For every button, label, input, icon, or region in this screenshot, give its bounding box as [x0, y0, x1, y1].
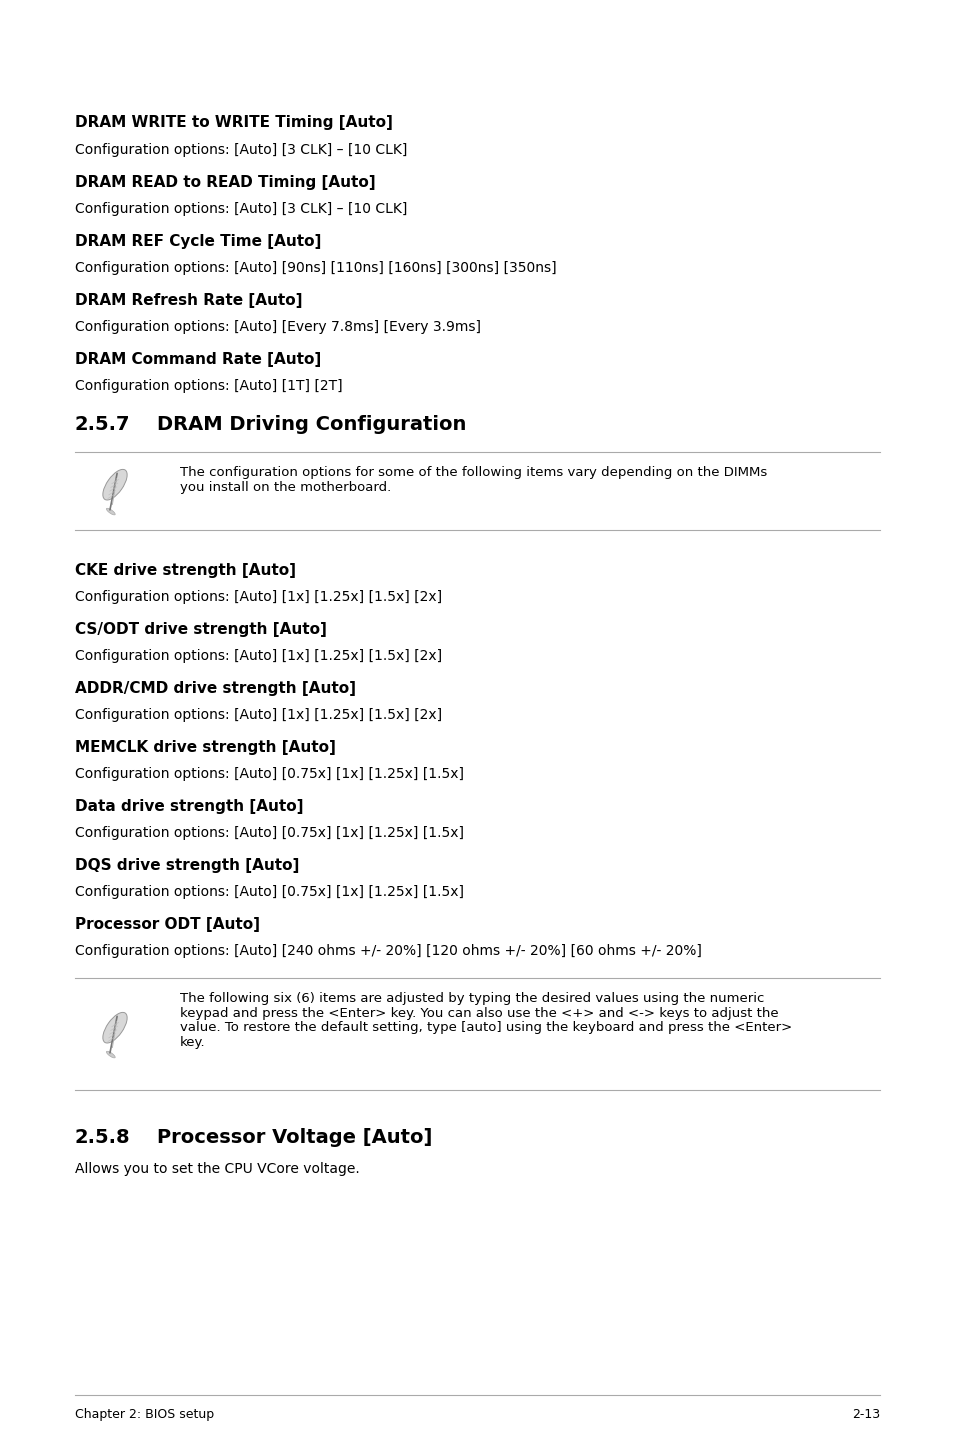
Text: Configuration options: [Auto] [0.75x] [1x] [1.25x] [1.5x]: Configuration options: [Auto] [0.75x] [1…: [75, 884, 463, 899]
Text: key.: key.: [180, 1037, 206, 1050]
Text: 2.5.8: 2.5.8: [75, 1127, 131, 1148]
Text: Configuration options: [Auto] [3 CLK] – [10 CLK]: Configuration options: [Auto] [3 CLK] – …: [75, 201, 407, 216]
Ellipse shape: [107, 1051, 115, 1058]
Text: DRAM WRITE to WRITE Timing [Auto]: DRAM WRITE to WRITE Timing [Auto]: [75, 115, 393, 129]
Text: keypad and press the <Enter> key. You can also use the <+> and <-> keys to adjus: keypad and press the <Enter> key. You ca…: [180, 1007, 778, 1020]
Text: DRAM Refresh Rate [Auto]: DRAM Refresh Rate [Auto]: [75, 293, 302, 308]
Text: ADDR/CMD drive strength [Auto]: ADDR/CMD drive strength [Auto]: [75, 682, 355, 696]
Text: value. To restore the default setting, type [auto] using the keyboard and press : value. To restore the default setting, t…: [180, 1021, 791, 1034]
Text: 2.5.7: 2.5.7: [75, 416, 131, 434]
Text: The following six (6) items are adjusted by typing the desired values using the : The following six (6) items are adjusted…: [180, 992, 763, 1005]
Text: Configuration options: [Auto] [1x] [1.25x] [1.5x] [2x]: Configuration options: [Auto] [1x] [1.25…: [75, 649, 441, 663]
Text: Configuration options: [Auto] [240 ohms +/- 20%] [120 ohms +/- 20%] [60 ohms +/-: Configuration options: [Auto] [240 ohms …: [75, 943, 701, 958]
Text: CS/ODT drive strength [Auto]: CS/ODT drive strength [Auto]: [75, 623, 327, 637]
Text: Configuration options: [Auto] [1x] [1.25x] [1.5x] [2x]: Configuration options: [Auto] [1x] [1.25…: [75, 590, 441, 604]
Ellipse shape: [103, 1012, 127, 1043]
Text: Configuration options: [Auto] [0.75x] [1x] [1.25x] [1.5x]: Configuration options: [Auto] [0.75x] [1…: [75, 825, 463, 840]
Text: Chapter 2: BIOS setup: Chapter 2: BIOS setup: [75, 1408, 213, 1421]
Text: Configuration options: [Auto] [1x] [1.25x] [1.5x] [2x]: Configuration options: [Auto] [1x] [1.25…: [75, 707, 441, 722]
Text: Configuration options: [Auto] [1T] [2T]: Configuration options: [Auto] [1T] [2T]: [75, 380, 342, 393]
Text: Configuration options: [Auto] [90ns] [110ns] [160ns] [300ns] [350ns]: Configuration options: [Auto] [90ns] [11…: [75, 262, 556, 275]
Ellipse shape: [103, 469, 127, 500]
Text: DRAM Command Rate [Auto]: DRAM Command Rate [Auto]: [75, 352, 321, 367]
Text: Data drive strength [Auto]: Data drive strength [Auto]: [75, 800, 303, 814]
Text: DQS drive strength [Auto]: DQS drive strength [Auto]: [75, 858, 299, 873]
Text: Configuration options: [Auto] [Every 7.8ms] [Every 3.9ms]: Configuration options: [Auto] [Every 7.8…: [75, 321, 480, 334]
Text: MEMCLK drive strength [Auto]: MEMCLK drive strength [Auto]: [75, 741, 335, 755]
Text: DRAM Driving Configuration: DRAM Driving Configuration: [157, 416, 466, 434]
Text: DRAM REF Cycle Time [Auto]: DRAM REF Cycle Time [Auto]: [75, 234, 321, 249]
Text: DRAM READ to READ Timing [Auto]: DRAM READ to READ Timing [Auto]: [75, 175, 375, 190]
Text: The configuration options for some of the following items vary depending on the : The configuration options for some of th…: [180, 466, 766, 479]
Ellipse shape: [107, 508, 115, 515]
Text: Processor ODT [Auto]: Processor ODT [Auto]: [75, 917, 260, 932]
Text: Processor Voltage [Auto]: Processor Voltage [Auto]: [157, 1127, 432, 1148]
Text: 2-13: 2-13: [851, 1408, 879, 1421]
Text: you install on the motherboard.: you install on the motherboard.: [180, 480, 391, 493]
Text: Configuration options: [Auto] [0.75x] [1x] [1.25x] [1.5x]: Configuration options: [Auto] [0.75x] [1…: [75, 766, 463, 781]
Text: Configuration options: [Auto] [3 CLK] – [10 CLK]: Configuration options: [Auto] [3 CLK] – …: [75, 142, 407, 157]
Text: CKE drive strength [Auto]: CKE drive strength [Auto]: [75, 564, 295, 578]
Text: Allows you to set the CPU VCore voltage.: Allows you to set the CPU VCore voltage.: [75, 1162, 359, 1176]
